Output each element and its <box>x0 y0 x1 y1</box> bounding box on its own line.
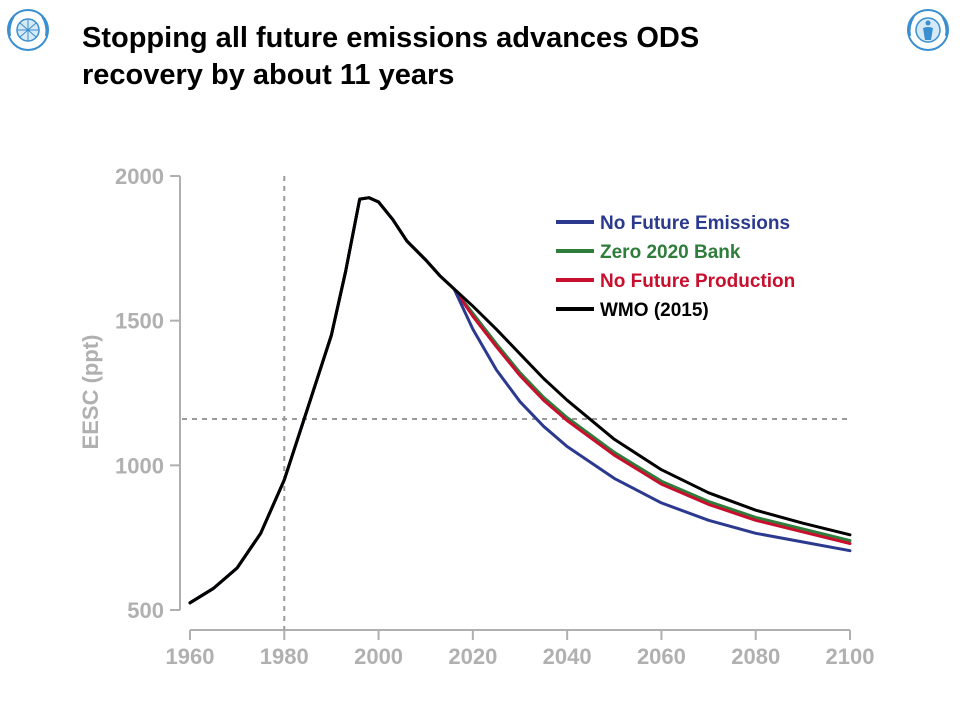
y-tick-label: 1000 <box>115 453 164 478</box>
series-line-wmo-2015 <box>188 196 852 605</box>
y-tick-label: 2000 <box>115 164 164 189</box>
legend-label: WMO (2015) <box>600 300 709 321</box>
series-line-no-future-emissions <box>188 196 852 605</box>
series-lines <box>188 196 852 605</box>
x-tick-label: 1960 <box>166 644 215 669</box>
legend-label: Zero 2020 Bank <box>600 242 741 263</box>
chart-legend: No Future Emissions Zero 2020 Bank No Futu… <box>556 213 795 321</box>
x-tick-label: 2040 <box>543 644 592 669</box>
wmo-logo <box>7 9 49 51</box>
x-tick-label: 2060 <box>637 644 686 669</box>
x-tick-label: 2080 <box>731 644 780 669</box>
x-tick-label: 1980 <box>260 644 309 669</box>
y-tick-label: 1500 <box>115 309 164 334</box>
chart-axes: 500 1000 1500 2000 1960 1980 2000 2020 2040 2060 2… <box>78 164 874 669</box>
legend-label: No Future Emissions <box>600 213 790 234</box>
x-tick-label: 2000 <box>354 644 403 669</box>
slide-title: Stopping all future emissions advances O… <box>82 22 700 91</box>
y-tick-label: 500 <box>127 598 164 623</box>
x-tick-label: 2020 <box>448 644 497 669</box>
legend-label: No Future Production <box>600 271 795 292</box>
unep-logo <box>907 9 949 51</box>
y-axis-title: EESC (ppt) <box>78 335 103 450</box>
x-tick-label: 2100 <box>826 644 875 669</box>
reference-lines <box>182 176 850 630</box>
